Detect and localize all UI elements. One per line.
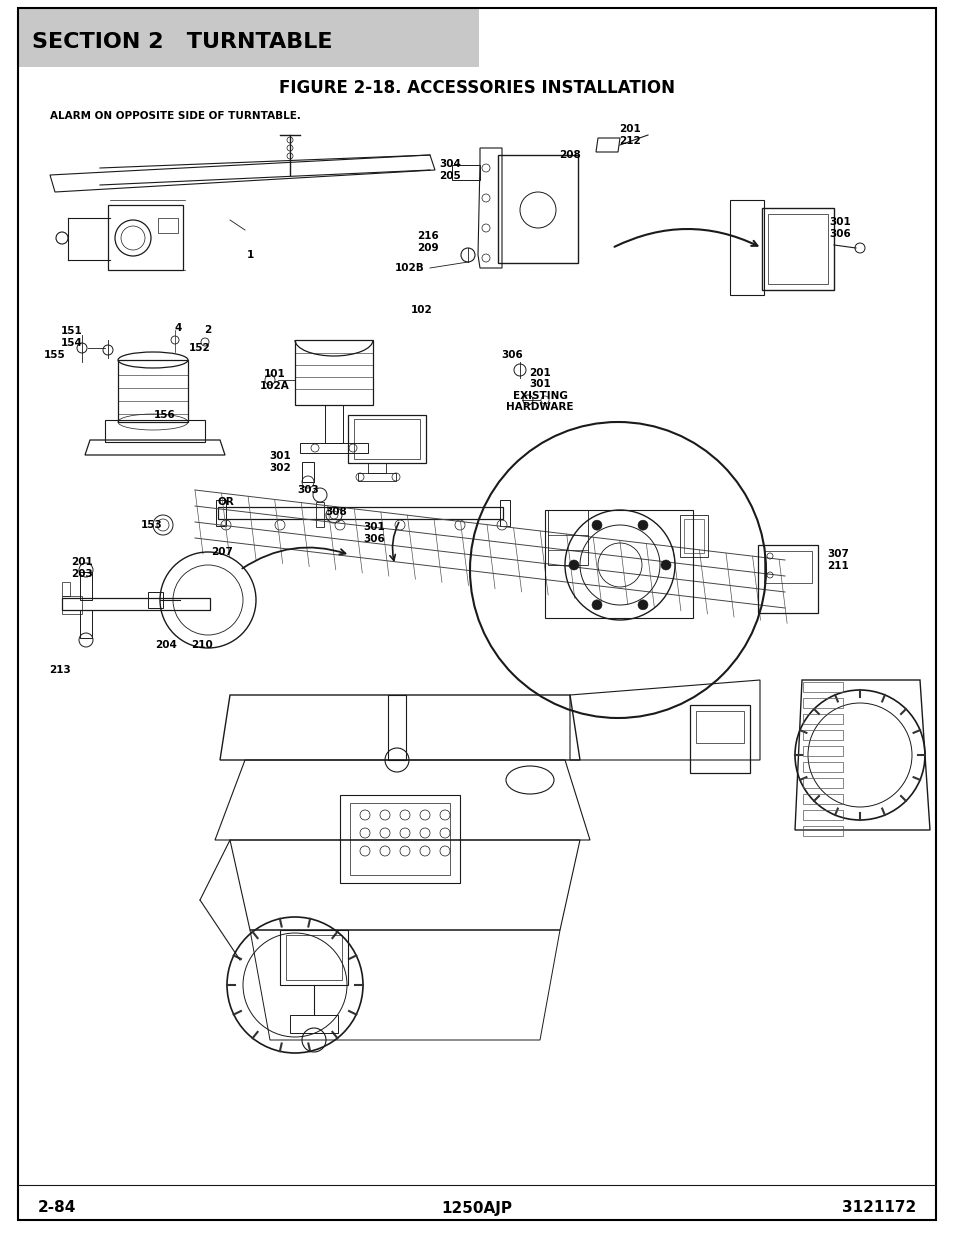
Bar (802, 762, 842, 772)
Bar (802, 794, 842, 804)
Bar (286, 935, 341, 981)
Bar (158, 219, 178, 233)
Bar (348, 415, 426, 463)
Text: 207: 207 (211, 547, 233, 557)
Bar (802, 730, 842, 740)
Bar (689, 705, 749, 773)
Text: 1: 1 (246, 249, 253, 261)
Text: 102: 102 (411, 305, 433, 315)
Bar (148, 592, 163, 608)
Text: 3121172: 3121172 (841, 1200, 915, 1215)
Bar (802, 746, 842, 756)
Text: SECTION 2   TURNTABLE: SECTION 2 TURNTABLE (32, 32, 333, 52)
Text: 201
301
EXISTING
HARDWARE: 201 301 EXISTING HARDWARE (506, 368, 573, 412)
Circle shape (592, 600, 601, 610)
Bar (18, 7, 477, 65)
Bar (302, 462, 314, 482)
Bar (547, 510, 587, 564)
Text: ALARM ON OPPOSITE SIDE OF TURNTABLE.: ALARM ON OPPOSITE SIDE OF TURNTABLE. (50, 111, 300, 121)
Bar (215, 500, 226, 526)
Text: 2: 2 (204, 325, 212, 335)
Bar (315, 501, 324, 527)
Text: 201
203: 201 203 (71, 557, 92, 579)
Bar (294, 340, 373, 405)
Text: 303: 303 (296, 485, 318, 495)
Text: 308: 308 (325, 508, 347, 517)
Text: 101
102A: 101 102A (260, 369, 290, 390)
Text: 201
212: 201 212 (618, 125, 640, 146)
Bar (280, 930, 348, 986)
Bar (388, 695, 406, 760)
Bar (802, 698, 842, 708)
Text: 306: 306 (500, 350, 522, 359)
Bar (350, 803, 450, 876)
Bar (761, 207, 833, 290)
Text: 1250AJP: 1250AJP (441, 1200, 512, 1215)
Bar (299, 443, 368, 453)
Text: 301
306: 301 306 (828, 217, 850, 238)
Bar (758, 545, 817, 613)
Text: 216
209: 216 209 (416, 231, 438, 253)
Bar (325, 405, 343, 443)
Circle shape (660, 559, 670, 571)
Bar (683, 519, 703, 553)
Bar (763, 551, 811, 583)
Text: 204: 204 (155, 640, 176, 650)
Text: 210: 210 (191, 640, 213, 650)
Text: FIGURE 2-18. ACCESSORIES INSTALLATION: FIGURE 2-18. ACCESSORIES INSTALLATION (278, 79, 675, 98)
Text: 301
302: 301 302 (269, 451, 291, 473)
Bar (368, 463, 386, 473)
Text: OR: OR (217, 496, 234, 508)
Bar (62, 582, 70, 597)
Bar (218, 508, 502, 519)
Bar (354, 419, 419, 459)
Bar (802, 714, 842, 724)
Bar (802, 778, 842, 788)
Bar (696, 711, 743, 743)
Bar (802, 826, 842, 836)
Text: 152: 152 (189, 343, 211, 353)
Circle shape (592, 520, 601, 530)
Bar (544, 510, 692, 618)
Bar (679, 515, 707, 557)
Bar (108, 205, 183, 270)
Bar (339, 795, 459, 883)
Bar (62, 598, 210, 610)
Text: 213: 213 (49, 664, 71, 676)
Circle shape (568, 559, 578, 571)
Text: 304
205: 304 205 (438, 159, 460, 180)
Bar (290, 1015, 337, 1032)
Bar (62, 597, 82, 614)
Bar (499, 500, 510, 526)
Circle shape (638, 600, 647, 610)
Text: 151
154: 151 154 (61, 326, 83, 348)
Text: 155: 155 (44, 350, 66, 359)
Bar (802, 682, 842, 692)
Text: 208: 208 (558, 149, 580, 161)
Bar (80, 610, 91, 638)
Bar (497, 156, 578, 263)
Text: 301
306: 301 306 (363, 522, 384, 543)
Bar (767, 214, 827, 284)
Text: 307
211: 307 211 (826, 550, 848, 571)
Text: 156: 156 (154, 410, 175, 420)
Bar (357, 473, 395, 480)
Text: 153: 153 (141, 520, 163, 530)
Bar (452, 165, 479, 180)
Bar (118, 359, 188, 422)
Bar (802, 810, 842, 820)
Text: 2-84: 2-84 (38, 1200, 76, 1215)
Text: 4: 4 (174, 324, 181, 333)
Text: 102B: 102B (395, 263, 424, 273)
Circle shape (638, 520, 647, 530)
Bar (80, 572, 91, 600)
